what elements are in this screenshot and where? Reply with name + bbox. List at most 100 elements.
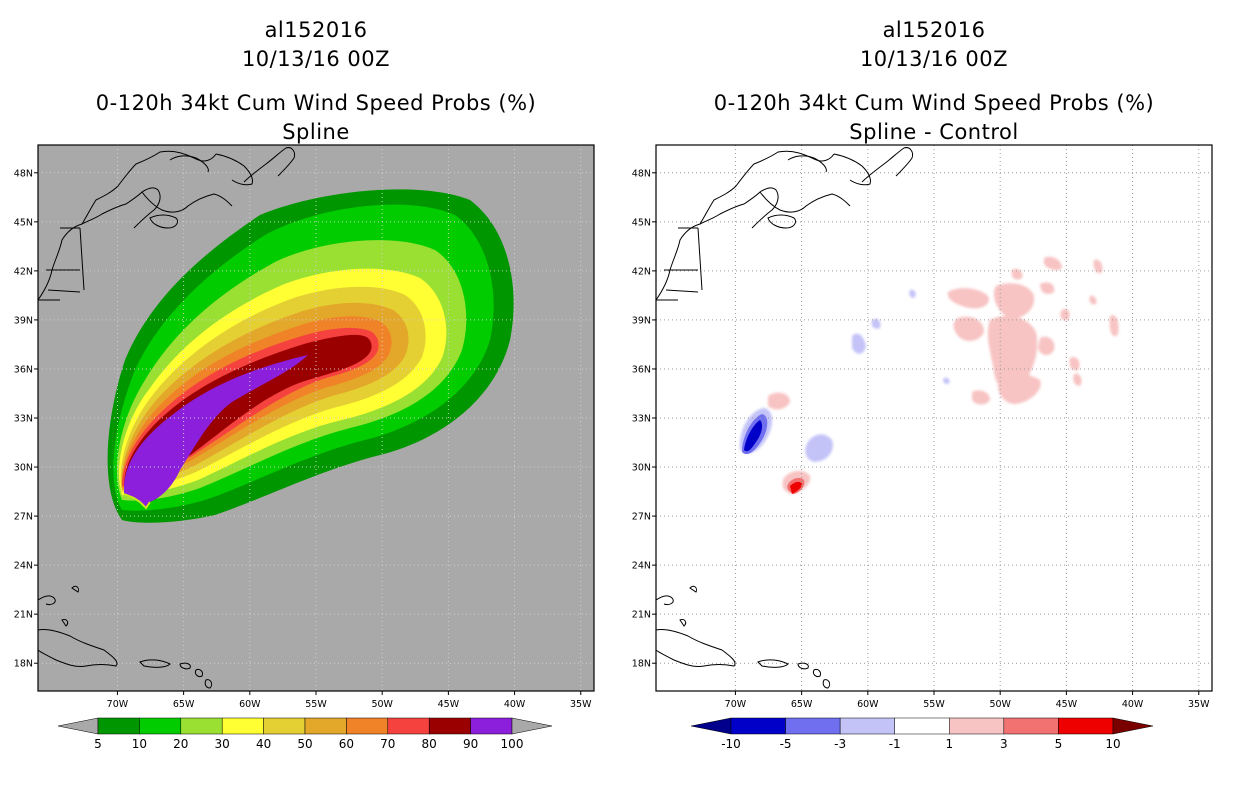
tick-label-lat: 48N xyxy=(14,168,33,179)
tick-label-lat: 24N xyxy=(632,561,651,572)
colorbar-label: 30 xyxy=(215,737,230,751)
coastline xyxy=(139,659,171,668)
coastline xyxy=(38,595,56,605)
tick-label-lat: 45N xyxy=(632,217,651,228)
colorbar-label: 50 xyxy=(297,737,312,751)
colorbar-segment xyxy=(263,717,306,735)
right-coastlines xyxy=(656,147,913,689)
right-map-panel: 70W 65W 60W 55W 50W 45W 40W 35W 18N 21N 24N 27N 30N 3… xyxy=(632,144,1213,710)
tick-label-lon: 35W xyxy=(1188,699,1210,710)
colorbar-label: 10 xyxy=(132,737,147,751)
colorbar-segment xyxy=(387,717,430,735)
tick-label-lon: 50W xyxy=(371,699,393,710)
left-date: 10/13/16 00Z xyxy=(241,47,391,71)
coastline xyxy=(679,619,687,627)
tick-label-lon: 55W xyxy=(305,699,327,710)
colorbar-segment xyxy=(949,717,1005,735)
colorbar-segment xyxy=(139,717,182,735)
colorbar-segment xyxy=(1058,717,1114,735)
left-title-block: al152016 10/13/16 00Z xyxy=(38,16,594,74)
colorbar-label: 60 xyxy=(339,737,354,751)
colorbar-low-end xyxy=(690,717,732,735)
coastline xyxy=(861,147,913,183)
colorbar-segment xyxy=(894,717,950,735)
coastline xyxy=(38,227,85,301)
colorbar-label: -3 xyxy=(834,737,846,751)
tick-label-lat: 18N xyxy=(632,659,651,670)
tick-label-lat: 27N xyxy=(14,512,33,523)
colorbar-label: -10 xyxy=(721,737,741,751)
coastline xyxy=(822,679,831,689)
colorbar-label: 40 xyxy=(256,737,271,751)
left-chart-subtitle: Spline xyxy=(282,120,350,144)
coastline xyxy=(759,191,851,213)
tick-label-lon: 55W xyxy=(923,699,945,710)
colorbar-high-end xyxy=(1112,717,1154,735)
coastline xyxy=(141,191,233,213)
tick-label-lat: 48N xyxy=(632,168,651,179)
colorbar-segment xyxy=(730,717,786,735)
coastline xyxy=(243,147,295,183)
tick-label-lon: 40W xyxy=(504,699,526,710)
colorbar-low-end xyxy=(57,717,99,735)
right-difference-field xyxy=(739,256,1119,494)
coastline xyxy=(149,214,179,229)
colorbar-high-end xyxy=(511,717,553,735)
colorbar-label: -5 xyxy=(780,737,792,751)
colorbar-segment xyxy=(839,717,895,735)
right-chart-title: 0-120h 34kt Cum Wind Speed Probs (%) xyxy=(713,91,1155,115)
tick-label-lon: 60W xyxy=(239,699,261,710)
colorbar-label: 80 xyxy=(422,737,437,751)
colorbar-segment xyxy=(304,717,347,735)
colorbar-label: 90 xyxy=(463,737,478,751)
right-grid-lines xyxy=(656,145,1212,691)
diff-plus-5 xyxy=(790,481,802,494)
left-chart-title: 0-120h 34kt Cum Wind Speed Probs (%) xyxy=(95,91,537,115)
right-date: 10/13/16 00Z xyxy=(859,47,1009,71)
coastline xyxy=(833,153,871,186)
diff-minus-5 xyxy=(744,420,763,452)
tick-label-lat: 21N xyxy=(632,610,651,621)
tick-label-lat: 39N xyxy=(632,315,651,326)
prob-edge-outline xyxy=(123,493,151,510)
right-colorbar: -10 -5 -3 -1 1 3 5 10 xyxy=(690,717,1154,751)
tick-label-lat: 36N xyxy=(632,364,651,375)
tick-label-lat: 39N xyxy=(14,315,33,326)
tick-label-lon: 60W xyxy=(857,699,879,710)
colorbar-segment xyxy=(180,717,223,735)
tick-label-lon: 45W xyxy=(438,699,460,710)
coastline xyxy=(204,679,213,689)
left-grid-lines xyxy=(38,145,594,691)
coastline xyxy=(38,629,118,667)
colorbar-segment xyxy=(470,717,513,735)
coastline xyxy=(689,585,697,593)
coastline xyxy=(787,155,827,173)
colorbar-label: 20 xyxy=(173,737,188,751)
prob-contour-90 xyxy=(124,355,308,508)
right-storm-id: al152016 xyxy=(882,18,986,42)
tick-label-lat: 21N xyxy=(14,610,33,621)
coastline xyxy=(215,153,253,186)
colorbar-segment xyxy=(97,717,140,735)
left-coastlines xyxy=(38,147,295,689)
coastline xyxy=(797,662,809,670)
colorbar-label: 100 xyxy=(501,737,524,751)
coastline xyxy=(656,227,703,301)
right-chart-title-block: 0-120h 34kt Cum Wind Speed Probs (%) xyxy=(656,89,1212,118)
right-chart-subtitle: Spline - Control xyxy=(849,120,1019,144)
colorbar-label: 5 xyxy=(94,737,102,751)
coastline xyxy=(195,669,203,677)
tick-label-lon: 70W xyxy=(107,699,129,710)
tick-label-lat: 45N xyxy=(14,217,33,228)
tick-label-lat: 42N xyxy=(632,266,651,277)
tick-label-lon: 65W xyxy=(791,699,813,710)
coastline xyxy=(656,595,674,605)
right-axis-ticks: 70W 65W 60W 55W 50W 45W 40W 35W 18N 21N 24N 27N 30N 3… xyxy=(632,168,1210,710)
colorbar-segment xyxy=(221,717,264,735)
colorbar-label: 1 xyxy=(945,737,953,751)
left-probability-field xyxy=(107,189,514,523)
tick-label-lat: 30N xyxy=(14,463,33,474)
coastline xyxy=(179,662,191,670)
left-chart-title-block: 0-120h 34kt Cum Wind Speed Probs (%) xyxy=(38,89,594,118)
